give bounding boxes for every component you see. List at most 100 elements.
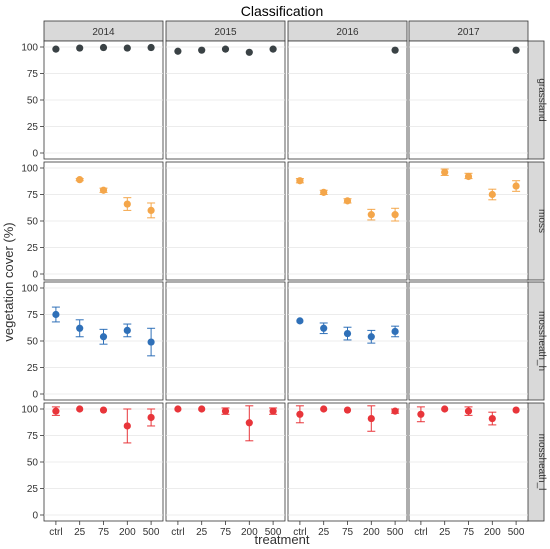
row-strip-label: mossheath_h [536, 311, 547, 371]
y-tick-label: 50 [27, 458, 39, 469]
y-axis-label: vegetation cover (%) [1, 222, 16, 341]
y-tick-label: 0 [32, 511, 38, 522]
x-tick-label: ctrl [293, 527, 306, 538]
data-point [417, 410, 425, 418]
data-point [99, 333, 108, 341]
data-point [147, 43, 155, 52]
data-point [296, 410, 304, 418]
data-point [123, 326, 131, 334]
data-point [174, 47, 182, 55]
data-point [464, 407, 473, 415]
y-tick-label: 25 [27, 363, 39, 374]
data-point [76, 405, 84, 413]
x-tick-label: 200 [241, 527, 258, 538]
data-point [320, 405, 328, 413]
data-point [76, 44, 84, 52]
data-point [512, 406, 520, 414]
data-point [123, 44, 131, 52]
data-point [52, 45, 60, 53]
y-tick-label: 100 [21, 405, 38, 416]
y-tick-label: 25 [27, 243, 39, 254]
data-point [464, 172, 473, 181]
data-point [512, 182, 520, 190]
x-tick-label: 25 [196, 527, 208, 538]
x-tick-label: 75 [342, 527, 354, 538]
data-point [245, 48, 253, 56]
y-tick-label: 100 [21, 164, 38, 175]
y-tick-label: 75 [27, 69, 39, 80]
data-point [343, 197, 352, 205]
data-point [123, 200, 131, 208]
data-point [343, 329, 352, 338]
data-point [391, 407, 399, 415]
x-tick-label: 500 [387, 527, 404, 538]
x-tick-label: 200 [484, 527, 501, 538]
column-strip-label: 2014 [92, 27, 115, 38]
data-point [52, 310, 60, 319]
data-point [391, 327, 399, 336]
x-tick-label: 500 [265, 527, 282, 538]
data-point [198, 405, 206, 413]
facet-grid: 2014 2015 2016 2017 grassland 0 25 50 75 100 moss 0… [21, 20, 547, 538]
column-strip-label: 2017 [457, 27, 480, 38]
data-point [76, 176, 84, 184]
y-tick-label: 75 [27, 190, 39, 201]
data-point [320, 324, 328, 332]
data-point [441, 405, 449, 413]
x-tick-label: 500 [143, 527, 160, 538]
x-tick-label: 200 [363, 527, 380, 538]
data-point [367, 414, 375, 423]
data-point [198, 46, 206, 54]
x-tick-label: 25 [439, 527, 451, 538]
x-tick-label: 500 [508, 527, 525, 538]
data-point [296, 317, 304, 325]
data-point [221, 407, 230, 415]
row-strip-label: moss [536, 209, 547, 233]
data-point [269, 407, 277, 415]
y-tick-label: 100 [21, 284, 38, 295]
y-tick-label: 75 [27, 310, 39, 321]
x-tick-label: ctrl [171, 527, 184, 538]
x-tick-label: 75 [220, 527, 232, 538]
data-point [147, 206, 155, 214]
y-tick-label: 0 [32, 270, 38, 281]
row-strip-label: grassland [536, 78, 547, 121]
column-strip-label: 2016 [336, 27, 359, 38]
x-tick-label: 25 [74, 527, 86, 538]
data-point [391, 46, 399, 54]
y-tick-label: 0 [32, 149, 38, 160]
x-axis-label: treatment [255, 532, 310, 547]
x-tick-label: 200 [119, 527, 136, 538]
data-point [343, 406, 352, 414]
data-point [367, 333, 375, 341]
chart-title: Classification [241, 3, 323, 19]
data-point [221, 45, 230, 53]
data-point [52, 407, 60, 415]
y-tick-label: 50 [27, 96, 39, 107]
data-point [512, 46, 520, 54]
data-point [99, 186, 108, 194]
y-tick-label: 25 [27, 484, 39, 495]
data-point [320, 188, 328, 196]
column-strip-label: 2015 [214, 27, 237, 38]
data-point [269, 45, 277, 53]
x-tick-label: ctrl [49, 527, 62, 538]
x-tick-label: 25 [318, 527, 330, 538]
data-point [123, 422, 131, 430]
data-point [245, 419, 253, 427]
data-point [488, 414, 496, 423]
data-point [391, 211, 399, 219]
data-point [488, 190, 496, 199]
y-tick-label: 50 [27, 337, 39, 348]
data-point [99, 406, 108, 414]
data-point [367, 211, 375, 219]
x-tick-label: ctrl [414, 527, 427, 538]
y-tick-label: 75 [27, 431, 39, 442]
x-tick-label: 75 [98, 527, 110, 538]
data-point [174, 405, 182, 413]
y-tick-label: 50 [27, 217, 39, 228]
y-tick-label: 100 [21, 43, 38, 54]
x-tick-label: 75 [463, 527, 475, 538]
y-tick-label: 25 [27, 122, 39, 133]
